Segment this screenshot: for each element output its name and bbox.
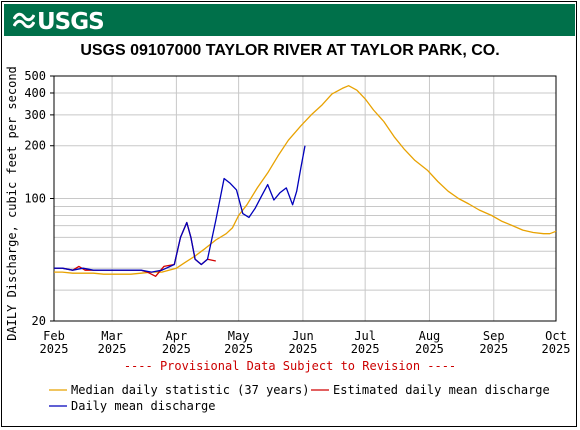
x-tick-labels: Feb2025Mar2025Apr2025May2025Jun2025Jul20… xyxy=(40,329,571,356)
median-series-line xyxy=(54,85,557,275)
legend-median-label: Median daily statistic (37 years) xyxy=(71,383,309,397)
x-tick-month: Jul xyxy=(354,329,376,343)
legend-estimated-label: Estimated daily mean discharge xyxy=(333,383,550,397)
x-tick-year: 2025 xyxy=(40,342,69,356)
daily-mean-series-line xyxy=(54,145,306,273)
y-tick-label: 400 xyxy=(24,86,46,100)
x-tick-year: 2025 xyxy=(288,342,317,356)
y-tick-label: 300 xyxy=(24,108,46,122)
x-tick-year: 2025 xyxy=(479,342,508,356)
usgs-logo: USGS xyxy=(13,9,105,35)
y-axis-label: DAILY Discharge, cubic feet per second xyxy=(5,66,19,341)
x-tick-month: Jun xyxy=(292,329,314,343)
y-tick-label: 200 xyxy=(24,139,46,153)
legend: Median daily statistic (37 years) Estimat… xyxy=(49,383,550,413)
chart-title: USGS 09107000 TAYLOR RIVER AT TAYLOR PAR… xyxy=(80,42,500,59)
y-tick-label: 500 xyxy=(24,69,46,83)
x-tick-year: 2025 xyxy=(162,342,191,356)
usgs-logo-text: USGS xyxy=(37,9,105,35)
x-tick-month: Apr xyxy=(166,329,188,343)
x-tick-month: May xyxy=(228,329,250,343)
x-tick-month: Aug xyxy=(419,329,441,343)
x-tick-month: Mar xyxy=(101,329,123,343)
x-tick-month: Feb xyxy=(43,329,65,343)
x-tick-year: 2025 xyxy=(351,342,380,356)
legend-daily-mean-label: Daily mean discharge xyxy=(71,399,216,413)
x-tick-year: 2025 xyxy=(98,342,127,356)
usgs-banner: USGS xyxy=(4,4,575,36)
x-tick-month: Sep xyxy=(483,329,505,343)
y-tick-labels: 20 100 200 300 400 500 xyxy=(24,69,54,328)
x-tick-month: Oct xyxy=(545,329,567,343)
y-tick-label: 20 xyxy=(32,314,46,328)
x-tick-year: 2025 xyxy=(224,342,253,356)
series-layer xyxy=(54,85,557,277)
grid-layer xyxy=(53,75,557,321)
usgs-wave-icon xyxy=(13,12,35,29)
y-tick-label: 100 xyxy=(24,192,46,206)
x-tick-year: 2025 xyxy=(415,342,444,356)
provisional-note: ---- Provisional Data Subject to Revisio… xyxy=(124,359,456,373)
x-tick-year: 2025 xyxy=(542,342,571,356)
